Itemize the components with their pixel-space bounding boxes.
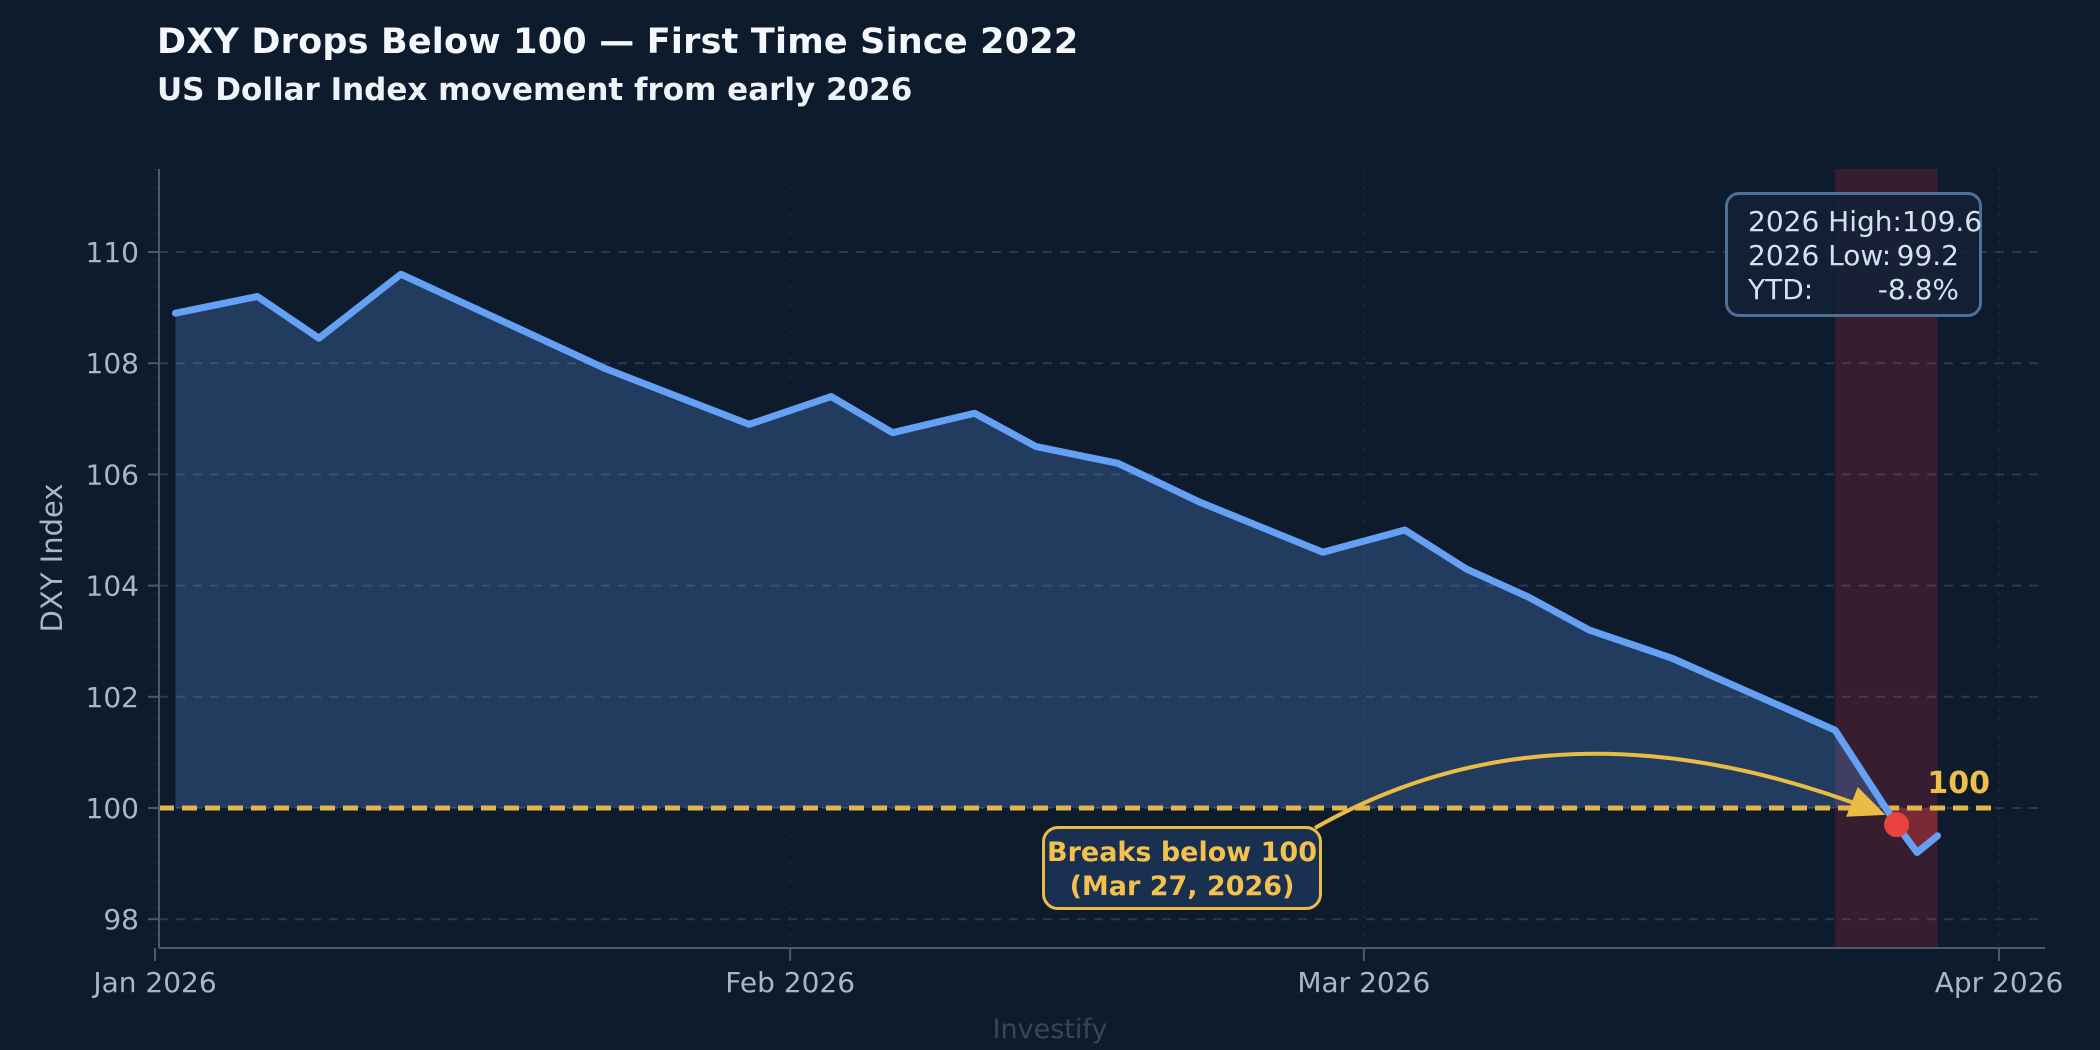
y-tick-label: 104 (86, 570, 139, 603)
x-tick-label: Jan 2026 (91, 966, 216, 999)
annotation-callout: Breaks below 100 (Mar 27, 2026) (1042, 826, 1322, 910)
stat-row-ytd: YTD: -8.8% (1748, 273, 1959, 307)
annotation-line1: Breaks below 100 (1047, 837, 1317, 868)
y-tick-label: 98 (103, 903, 139, 936)
x-tick-label: Apr 2026 (1935, 966, 2064, 999)
stat-label: 2026 Low: (1748, 239, 1892, 272)
stat-label: 2026 High: (1748, 205, 1902, 238)
stat-value: 99.2 (1896, 239, 1959, 272)
y-tick-label: 110 (86, 236, 139, 269)
y-axis-label: DXY Index (35, 483, 69, 633)
stat-value: 109.6 (1901, 205, 1983, 238)
chart-subtitle: US Dollar Index movement from early 2026 (157, 72, 913, 108)
stat-value: -8.8% (1877, 273, 1959, 306)
y-tick-label: 106 (86, 458, 139, 491)
y-tick-label: 108 (86, 347, 139, 380)
y-tick-label: 102 (86, 681, 139, 714)
stat-label: YTD: (1748, 273, 1814, 306)
annotation-line2: (Mar 27, 2026) (1069, 871, 1295, 902)
dxy-area-fill (175, 274, 1886, 808)
watermark: Investify (992, 1014, 1108, 1045)
threshold-label: 100 (1927, 766, 1990, 801)
x-tick-label: Mar 2026 (1297, 966, 1430, 999)
annotation-arrow (1314, 751, 1886, 830)
chart-title: DXY Drops Below 100 — First Time Since 2… (157, 22, 1079, 62)
breakdown-marker-dot (1884, 812, 1910, 838)
dxy-line (171, 270, 1942, 856)
stat-row-low: 2026 Low: 99.2 (1748, 239, 1959, 273)
y-tick-label: 100 (86, 792, 139, 825)
stat-row-high: 2026 High: 109.6 (1748, 205, 1982, 239)
stats-box: 2026 High: 109.6 2026 Low: 99.2 YTD: -8.… (1725, 192, 1982, 317)
x-tick-label: Feb 2026 (725, 966, 855, 999)
